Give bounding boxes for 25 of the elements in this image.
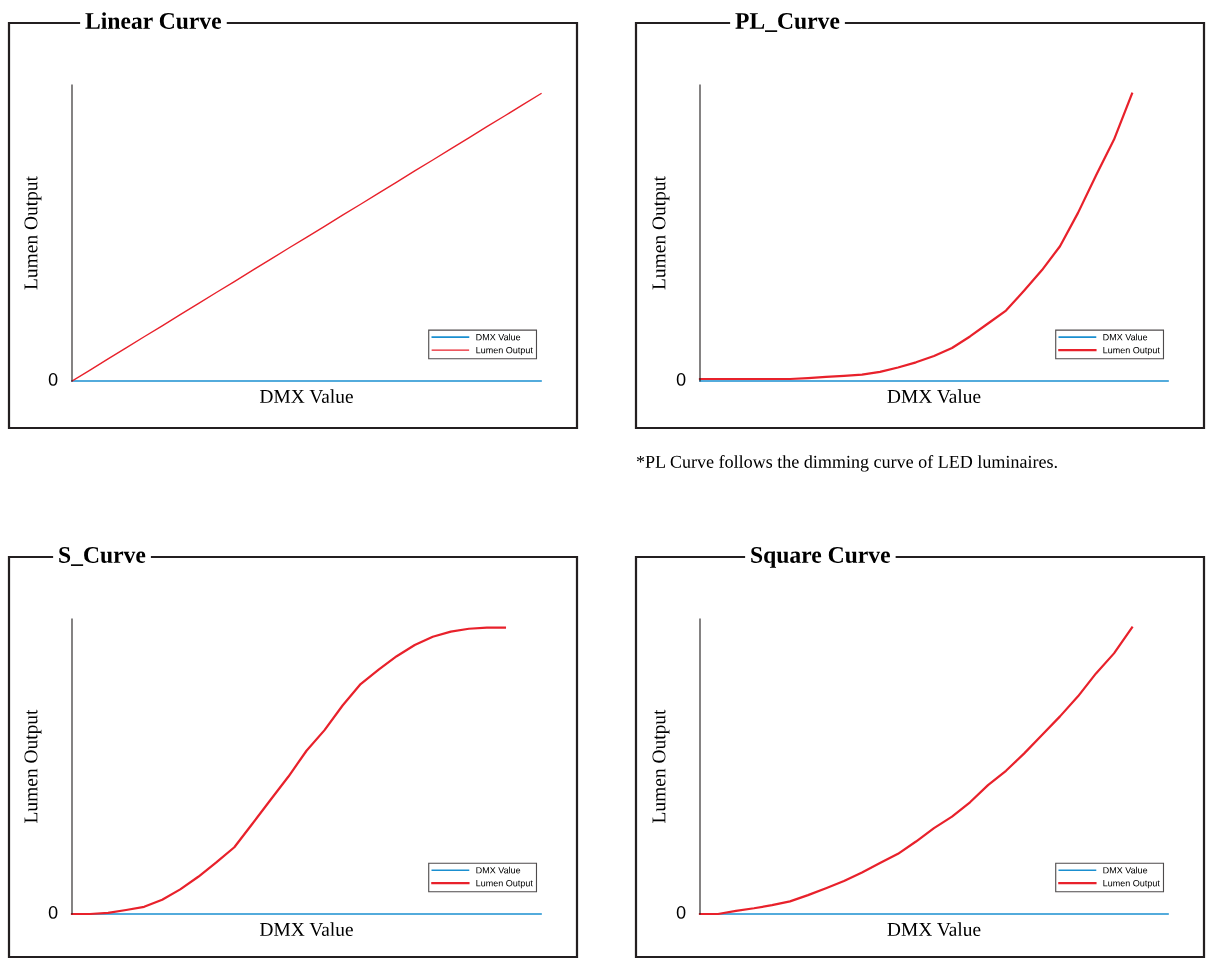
legend-label: Lumen Output: [476, 346, 533, 356]
y-axis-title: Lumen Output: [652, 709, 670, 823]
chart-title: Square Curve: [751, 547, 890, 568]
legend-label: DMX Value: [476, 866, 521, 874]
y-axis-title: Lumen Output: [24, 176, 42, 290]
y-axis-title: Lumen Output: [652, 176, 670, 290]
legend-label: Lumen Output: [1103, 346, 1160, 356]
text: 0: [676, 906, 686, 919]
x-axis-title: DMX Value: [259, 389, 353, 404]
chart-title: Linear Curve: [85, 12, 222, 29]
chart-title: PL_Curve: [735, 13, 840, 32]
text: 0: [676, 373, 686, 386]
chart-title: S_Curve: [59, 547, 146, 566]
legend-label: Lumen Output: [476, 880, 533, 889]
x-axis-title: DMX Value: [259, 922, 353, 937]
y-axis-title: Lumen Output: [24, 709, 42, 823]
legend-label: DMX Value: [1103, 333, 1148, 341]
text: 0: [48, 906, 58, 919]
text: *PL Curve follows the dimming curve of LED luminaires.: [636, 455, 1057, 472]
legend-label: DMX Value: [1103, 866, 1148, 874]
text: 0: [48, 373, 58, 386]
legend-label: Lumen Output: [1103, 880, 1160, 889]
x-axis-title: DMX Value: [887, 389, 981, 404]
legend-label: DMX Value: [476, 333, 521, 341]
x-axis-title: DMX Value: [887, 922, 981, 937]
